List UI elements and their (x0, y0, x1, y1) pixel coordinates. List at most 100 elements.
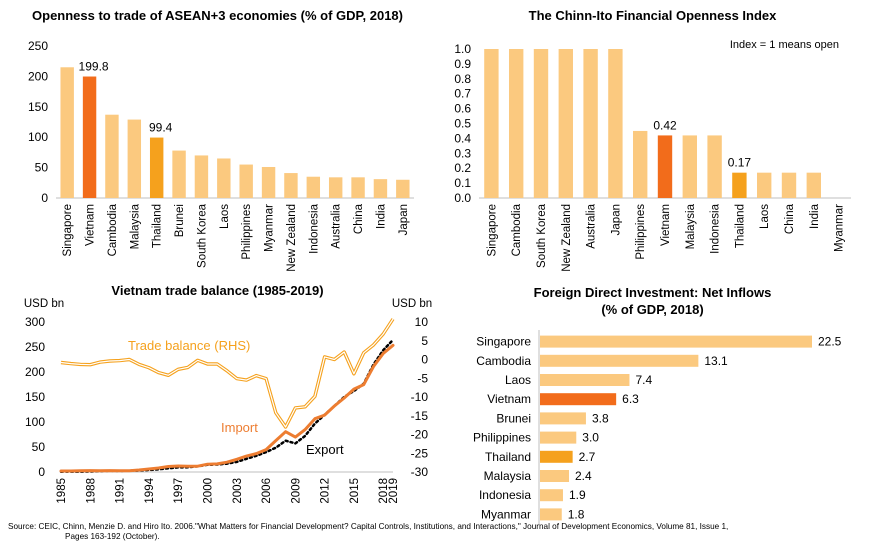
x-tick-label-2019: 2019 (388, 478, 400, 504)
data-label-brunei: 3.8 (592, 411, 609, 425)
y-tick-label: 100 (28, 130, 48, 144)
x-tick-label-thailand: Thailand (152, 204, 164, 248)
y-tick-label: 0 (41, 191, 48, 205)
x-tick-label-2012: 2012 (320, 478, 332, 504)
y-tick-label: 0.7 (454, 87, 471, 101)
chinn-ito-plot: 0.00.10.20.30.40.50.60.70.80.91.0 Singapo… (454, 39, 851, 272)
data-label-philippines: 3.0 (582, 431, 599, 445)
x-tick-label-2015: 2015 (349, 478, 361, 504)
series-line-import (59, 343, 395, 473)
category-label-philippines: Philippines (473, 431, 531, 445)
x-tick-label-singapore: Singapore (486, 204, 498, 256)
y-tick-label: 0.8 (454, 72, 471, 86)
bar-brunei (172, 150, 186, 198)
trade-balance-title: Vietnam trade balance (1985-2019) (111, 283, 324, 298)
x-tick-label-india: India (809, 203, 821, 229)
chinn-ito-title: The Chinn-Ito Financial Openness Index (528, 8, 777, 23)
y-tick-label: 0.5 (454, 117, 471, 131)
series-line-trade-balance-rhs- (60, 318, 395, 429)
category-label-myanmar: Myanmar (481, 507, 531, 521)
x-tick-label-myanmar: Myanmar (264, 204, 276, 252)
x-tick-label-brunei: Brunei (174, 204, 186, 237)
bar-myanmar (540, 508, 562, 521)
x-tick-label-philippines: Philippines (241, 204, 253, 260)
bar-australia (583, 49, 598, 198)
data-label-malaysia: 2.4 (575, 469, 592, 483)
bar-philippines (239, 164, 253, 198)
y-left-tick-label: 50 (32, 440, 46, 454)
bar-india (806, 172, 821, 198)
series-line-inner-trade-balance-rhs- (60, 318, 394, 428)
y-tick-label: 0.9 (454, 57, 471, 71)
x-tick-label-1985: 1985 (56, 478, 68, 504)
fdi-title-line2: (% of GDP, 2018) (601, 302, 704, 317)
bar-malaysia (127, 119, 142, 198)
bar-australia (328, 177, 343, 198)
data-label-indonesia: 1.9 (569, 488, 586, 502)
x-tick-label-indonesia: Indonesia (308, 203, 320, 253)
x-tick-label-china: China (353, 203, 365, 234)
x-tick-label-malaysia: Malaysia (129, 203, 141, 249)
bar-japan (396, 179, 410, 198)
y-right-tick-label: -30 (411, 465, 429, 479)
x-tick-label-philippines: Philippines (635, 204, 647, 260)
bar-singapore (540, 335, 812, 348)
bar-india (373, 179, 388, 198)
bar-thailand (149, 137, 164, 198)
bar-cambodia (540, 354, 699, 367)
bar-south-korea (194, 155, 209, 198)
x-tick-label-2006: 2006 (261, 478, 273, 504)
category-label-brunei: Brunei (496, 411, 531, 425)
bar-laos (757, 172, 772, 198)
x-tick-label-2003: 2003 (232, 478, 244, 504)
x-tick-label-laos: Laos (219, 204, 231, 229)
x-tick-label-malaysia: Malaysia (685, 203, 697, 249)
bar-myanmar (261, 166, 276, 198)
bar-cambodia (105, 114, 119, 198)
x-tick-label-new-zealand: New Zealand (286, 204, 298, 272)
x-tick-label-2000: 2000 (202, 478, 214, 504)
x-tick-label-1988: 1988 (85, 478, 97, 504)
source-line-1: Source: CEIC, Chinn, Menzie D. and Hiro … (8, 522, 729, 531)
x-tick-label-cambodia: Cambodia (107, 203, 119, 256)
fdi-chart: Foreign Direct Investment: Net Inflows (… (435, 280, 870, 525)
x-tick-label-south-korea: South Korea (196, 203, 208, 268)
bar-laos (217, 158, 231, 198)
x-tick-label-australia: Australia (331, 203, 343, 248)
y-tick-label: 150 (28, 100, 48, 114)
bar-malaysia (682, 135, 697, 198)
y-left-tick-label: 250 (25, 340, 45, 354)
data-label-singapore: 22.5 (818, 335, 842, 349)
x-tick-label-cambodia: Cambodia (511, 203, 523, 256)
x-tick-label-india: India (375, 203, 387, 229)
category-label-vietnam: Vietnam (487, 392, 531, 406)
trade-balance-chart: Vietnam trade balance (1985-2019) USD bn… (0, 280, 435, 520)
chinn-ito-chart: The Chinn-Ito Financial Openness Index 0… (435, 0, 870, 272)
bar-south-korea (533, 49, 549, 198)
y-axis-right-label: USD bn (392, 298, 432, 310)
bar-singapore (60, 67, 74, 198)
bar-philippines (633, 130, 648, 198)
bar-china (781, 172, 797, 198)
trade-openness-title: Openness to trade of ASEAN+3 economies (… (32, 8, 403, 23)
x-tick-label-1997: 1997 (173, 478, 185, 504)
y-tick-label: 0.2 (454, 161, 471, 175)
trade-openness-plot: 0 50 100 150 200 250 Singapore 199.8 Vietnam Camb… (28, 39, 414, 272)
category-label-malaysia: Malaysia (484, 469, 532, 483)
category-label-laos: Laos (505, 373, 531, 387)
x-tick-label-laos: Laos (759, 204, 771, 229)
trade-openness-chart: Openness to trade of ASEAN+3 economies (… (0, 0, 435, 272)
source-line-2: Pages 163-192 (October). (65, 532, 160, 541)
x-tick-label-south-korea: South Korea (536, 203, 548, 268)
x-tick-label-australia: Australia (586, 203, 598, 248)
bar-new-zealand (284, 173, 298, 198)
data-label-laos: 7.4 (635, 373, 652, 387)
bar-vietnam (82, 76, 97, 198)
y-right-tick-label: -5 (417, 371, 428, 385)
data-label-cambodia: 13.1 (704, 354, 728, 368)
bar-brunei (540, 412, 586, 425)
y-left-tick-label: 150 (25, 390, 45, 404)
bar-japan (608, 49, 623, 198)
x-tick-label-1991: 1991 (115, 478, 127, 504)
bar-china (351, 177, 365, 198)
